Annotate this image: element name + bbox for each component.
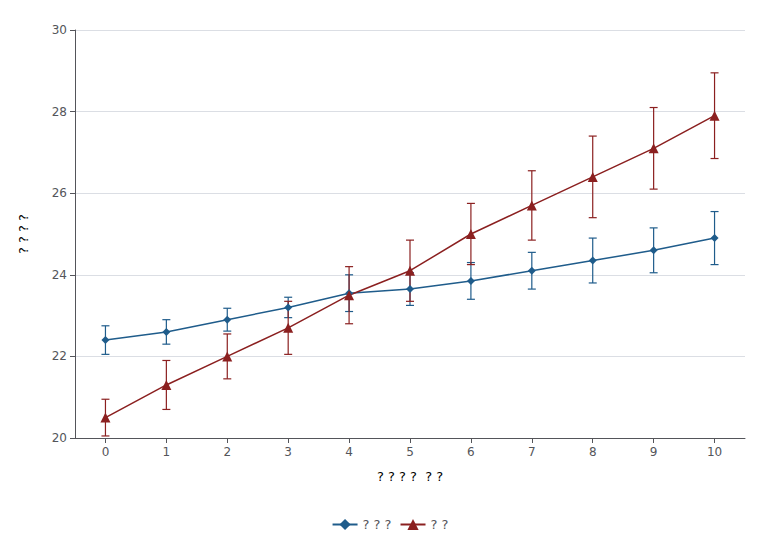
svg-text:4: 4 bbox=[345, 445, 353, 459]
svg-text:28: 28 bbox=[52, 105, 67, 119]
svg-text:2: 2 bbox=[223, 445, 231, 459]
svg-text:? ? ?: ? ? ? bbox=[363, 517, 392, 532]
svg-text:5: 5 bbox=[406, 445, 414, 459]
svg-text:22: 22 bbox=[52, 349, 67, 363]
svg-text:0: 0 bbox=[102, 445, 110, 459]
svg-text:26: 26 bbox=[52, 186, 67, 200]
svg-text:20: 20 bbox=[52, 431, 67, 445]
svg-text:10: 10 bbox=[707, 445, 722, 459]
svg-text:? ? ? ? ? ?: ? ? ? ? ? ? bbox=[377, 469, 443, 484]
svg-text:30: 30 bbox=[52, 23, 67, 37]
svg-text:9: 9 bbox=[650, 445, 658, 459]
svg-text:? ? ? ?: ? ? ? ? bbox=[16, 214, 31, 254]
svg-text:3: 3 bbox=[284, 445, 292, 459]
svg-text:8: 8 bbox=[589, 445, 597, 459]
svg-text:1: 1 bbox=[163, 445, 171, 459]
svg-text:? ?: ? ? bbox=[431, 517, 449, 532]
svg-text:6: 6 bbox=[467, 445, 475, 459]
svg-text:7: 7 bbox=[528, 445, 536, 459]
svg-text:24: 24 bbox=[52, 268, 67, 282]
